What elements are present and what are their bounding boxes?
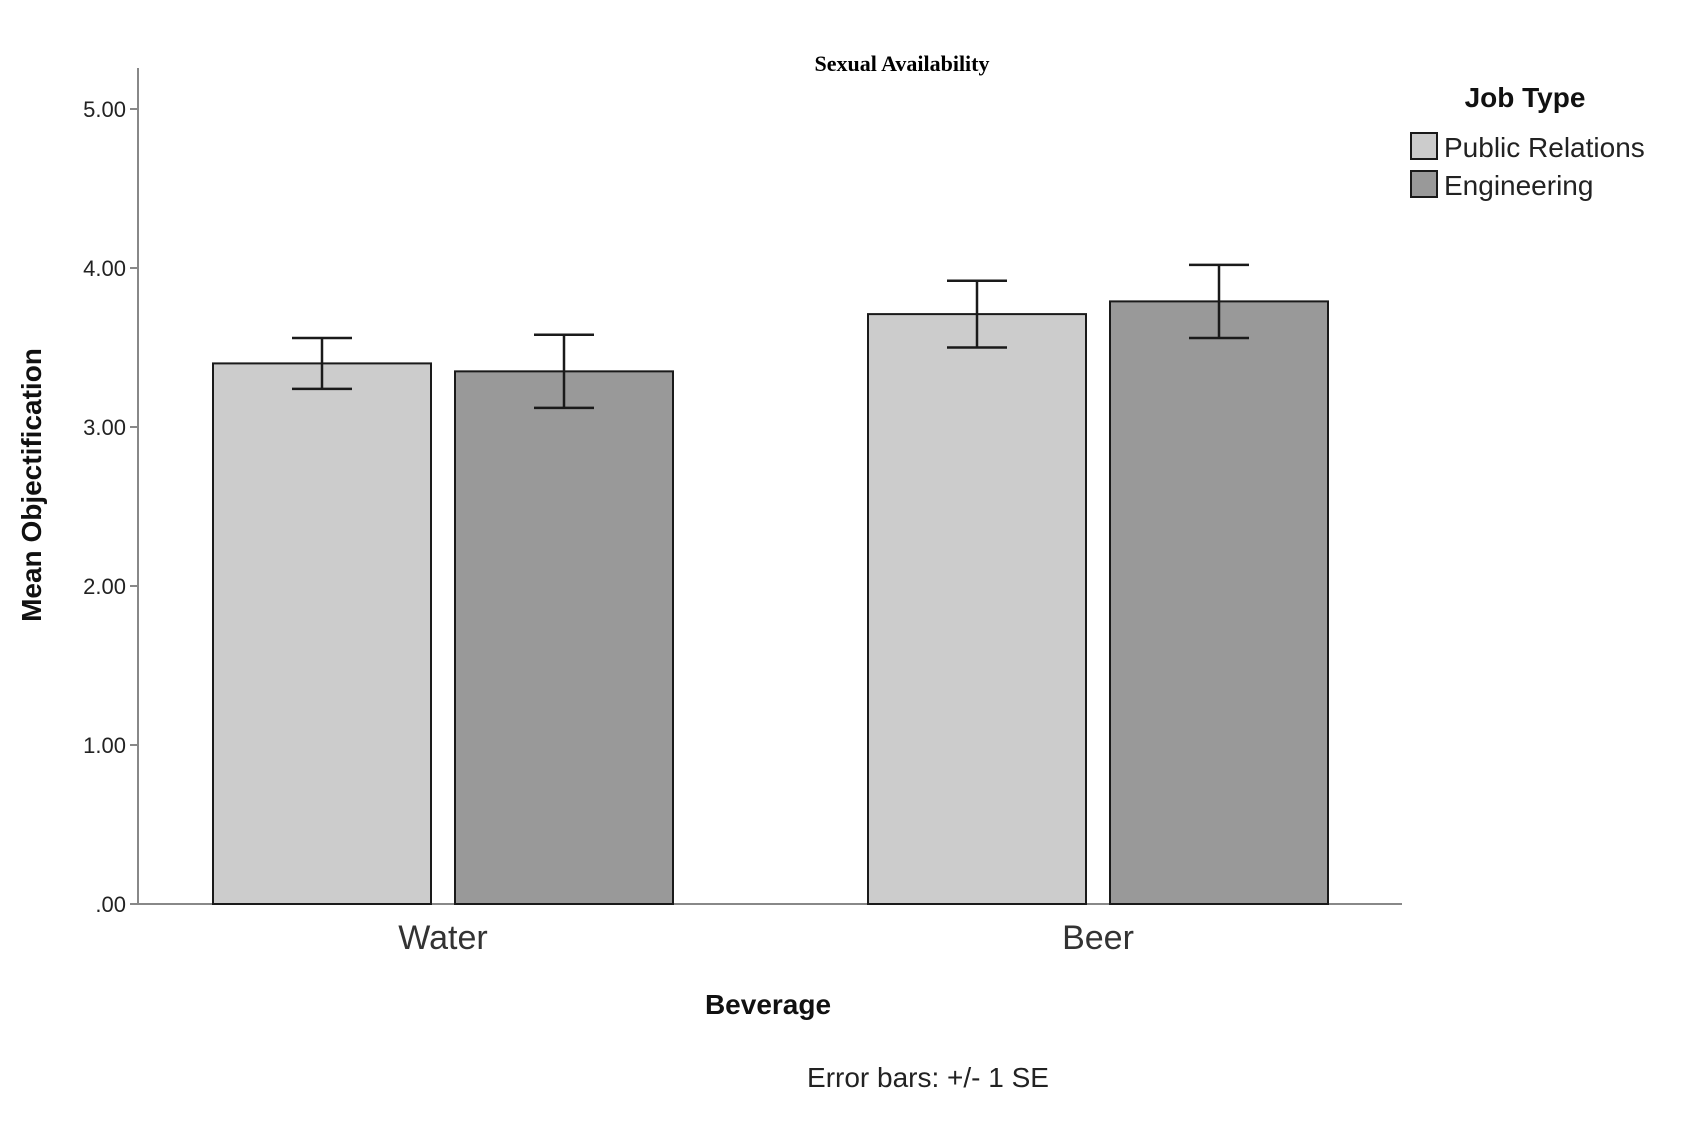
y-tick-label: 4.00	[83, 256, 126, 281]
bar	[1109, 300, 1329, 905]
x-axis-title: Beverage	[705, 989, 831, 1020]
legend-title: Job Type	[1465, 82, 1586, 113]
legend-label: Engineering	[1444, 170, 1593, 201]
error-bars	[292, 263, 1249, 410]
y-tick-label: .00	[95, 892, 126, 917]
y-tick-label: 5.00	[83, 97, 126, 122]
bar	[454, 370, 674, 906]
bars	[212, 300, 1329, 906]
axes: .00 1.00 2.00 3.00 4.00 5.00 Water Beer	[83, 68, 1402, 957]
error-bars-note: Error bars: +/- 1 SE	[807, 1062, 1049, 1093]
y-tick-label: 2.00	[83, 574, 126, 599]
x-category-label: Water	[398, 919, 487, 957]
legend-label: Public Relations	[1444, 132, 1645, 163]
bar	[867, 313, 1087, 905]
x-category-label: Beer	[1062, 919, 1134, 957]
bar	[212, 362, 432, 905]
legend-swatch	[1410, 132, 1438, 160]
y-tick-label: 3.00	[83, 415, 126, 440]
chart-title: Sexual Availability	[814, 51, 989, 76]
legend-swatch	[1410, 170, 1438, 198]
legend: Job Type Public Relations Engineering	[1410, 82, 1645, 201]
y-axis-title: Mean Objectification	[16, 348, 47, 622]
y-tick-label: 1.00	[83, 733, 126, 758]
